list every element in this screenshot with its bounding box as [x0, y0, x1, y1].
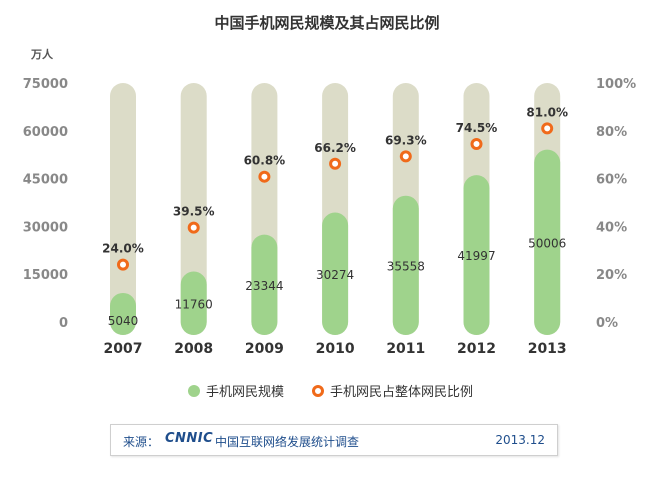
value-bar: [463, 175, 490, 335]
source-org: 中国互联网络发展统计调查: [215, 435, 360, 449]
background-bar: [180, 83, 207, 335]
legend-bar-label: 手机网民规模: [206, 385, 284, 400]
ratio-marker: [470, 137, 483, 150]
left-tick-label: 30000: [23, 220, 68, 235]
right-axis-ticks: 100% 80% 60% 40% 20% 0%: [596, 77, 636, 331]
legend-bar-swatch: [188, 385, 200, 397]
source-date: 2013.12: [495, 433, 545, 447]
source-box: 来源： CNNIC 中国互联网络发展统计调查 2013.12: [110, 424, 558, 456]
legend-marker-swatch: [312, 385, 324, 397]
value-label: 11760: [175, 297, 213, 311]
source-label: 来源：: [123, 435, 160, 449]
value-bar: [392, 195, 419, 335]
ratio-marker: [187, 221, 200, 234]
left-tick-label: 75000: [23, 77, 68, 92]
ratio-label: 60.8%: [244, 154, 286, 168]
bars-layer: 5040 2007 11760 2008 23344 2009 30274 2010 35558…: [104, 83, 567, 357]
ratio-marker: [541, 122, 554, 135]
left-tick-label: 0: [59, 316, 68, 331]
year-tick-label: 2011: [386, 341, 425, 357]
ratio-label: 39.5%: [173, 205, 215, 219]
chart-title: 中国手机网民规模及其占网民比例: [214, 14, 439, 32]
value-label: 30274: [316, 268, 354, 282]
legend-marker-label: 手机网民占整体网民比例: [330, 385, 473, 400]
value-label: 23344: [245, 279, 283, 293]
left-tick-label: 45000: [23, 173, 68, 188]
value-bar: [322, 212, 349, 335]
value-label: 35558: [387, 259, 425, 273]
ratio-label: 24.0%: [102, 242, 144, 256]
year-tick-label: 2012: [457, 341, 496, 357]
right-tick-label: 20%: [596, 268, 627, 283]
value-bar: [534, 149, 561, 335]
value-bar: [110, 292, 136, 335]
ratio-label: 74.5%: [456, 121, 498, 135]
value-label: 41997: [457, 249, 495, 263]
ratio-marker: [329, 157, 342, 170]
value-bar: [180, 271, 207, 335]
value-label: 50006: [528, 236, 566, 250]
value-bar: [251, 234, 278, 335]
left-tick-label: 60000: [23, 125, 68, 140]
year-tick-label: 2008: [174, 341, 213, 357]
cnnic-logo: CNNIC: [165, 431, 214, 446]
year-tick-label: 2007: [104, 341, 143, 357]
value-label: 5040: [108, 314, 139, 328]
legend: 手机网民规模 手机网民占整体网民比例: [188, 385, 473, 400]
right-tick-label: 40%: [596, 220, 627, 235]
background-bar: [110, 83, 136, 335]
ratio-marker: [399, 150, 412, 163]
year-tick-label: 2013: [528, 341, 567, 357]
ratio-label: 69.3%: [385, 133, 427, 147]
ratio-marker: [117, 258, 129, 271]
right-tick-label: 100%: [596, 77, 636, 92]
left-axis-unit: 万人: [30, 47, 54, 61]
year-tick-label: 2010: [316, 341, 355, 357]
ratio-label: 81.0%: [526, 105, 568, 119]
left-axis-ticks: 75000 60000 45000 30000 15000 0: [23, 77, 68, 331]
ratio-marker: [258, 170, 271, 183]
markers-layer: 24.0% 39.5% 60.8% 66.2% 69.3% 74.5% 81.0%: [102, 105, 568, 271]
ratio-label: 66.2%: [314, 141, 356, 155]
left-tick-label: 15000: [23, 268, 68, 283]
right-tick-label: 80%: [596, 125, 627, 140]
year-tick-label: 2009: [245, 341, 284, 357]
right-tick-label: 60%: [596, 173, 627, 188]
right-tick-label: 0%: [596, 316, 618, 331]
